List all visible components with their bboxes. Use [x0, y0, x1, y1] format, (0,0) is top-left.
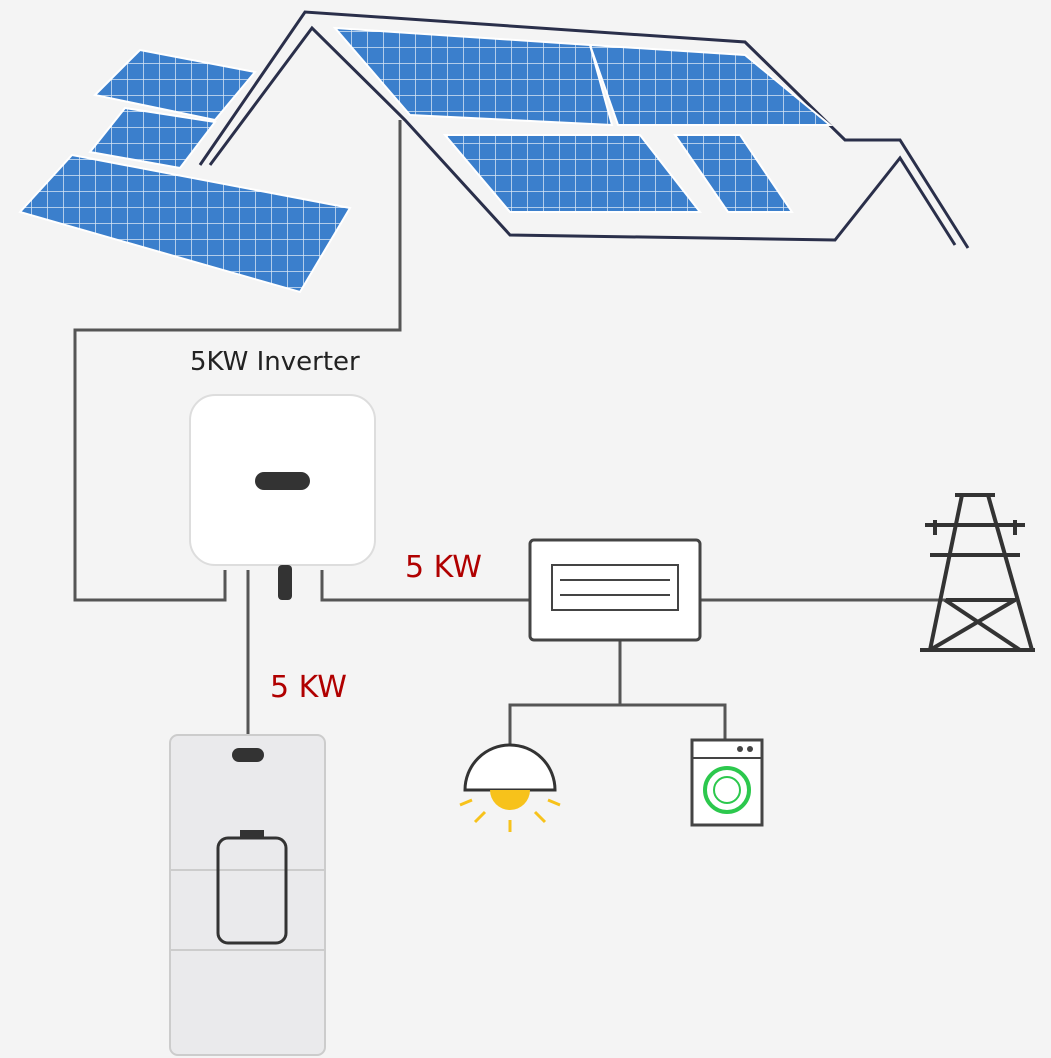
diagram: 5KW Inverter 5 KW 5 KW [0, 0, 1051, 1058]
inverter-label: 5KW Inverter [190, 347, 360, 377]
distribution-board [530, 540, 700, 640]
flow-label: 5 KW [270, 670, 347, 705]
battery [170, 735, 325, 1055]
flow-label: 5 KW [405, 550, 482, 585]
washing-machine [692, 740, 762, 825]
